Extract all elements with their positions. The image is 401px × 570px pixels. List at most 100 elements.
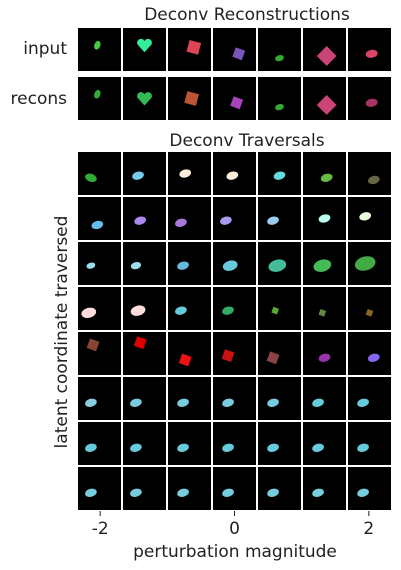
- shape: [130, 398, 142, 407]
- shape: [94, 40, 101, 50]
- image-tile: [168, 422, 211, 465]
- image-tile: [303, 332, 346, 375]
- image-tile: [348, 377, 391, 420]
- shape: [359, 212, 372, 221]
- image-tile: [213, 287, 256, 330]
- shape: [81, 307, 97, 319]
- shape: [318, 308, 327, 317]
- image-tile: [258, 77, 301, 120]
- image-tile: [213, 197, 256, 240]
- shape: [85, 398, 97, 407]
- image-tile: [78, 287, 121, 330]
- shape: [357, 398, 369, 407]
- image-tile: [303, 152, 346, 195]
- shape: [184, 91, 199, 106]
- image-tile: [303, 467, 346, 510]
- shape: [318, 214, 331, 223]
- image-tile: [348, 77, 391, 120]
- shape: [137, 92, 152, 106]
- image-tile: [258, 197, 301, 240]
- shape: [273, 171, 286, 180]
- image-tile: [78, 422, 121, 465]
- image-tile: [348, 152, 391, 195]
- image-tile: [123, 422, 166, 465]
- shape: [86, 338, 100, 352]
- top-title: Deconv Reconstructions: [144, 5, 350, 25]
- image-tile: [258, 377, 301, 420]
- image-tile: [258, 28, 301, 71]
- shape: [266, 351, 280, 365]
- shape: [316, 46, 337, 66]
- shape: [367, 175, 380, 185]
- shape: [179, 169, 192, 178]
- image-tile: [78, 152, 121, 195]
- shape: [130, 305, 146, 316]
- image-tile: [258, 332, 301, 375]
- shape: [186, 40, 202, 55]
- image-tile: [78, 197, 121, 240]
- image-tile: [348, 422, 391, 465]
- x-tick-label: 0: [229, 519, 240, 539]
- image-tile: [258, 467, 301, 510]
- image-tile: [78, 242, 121, 285]
- shape: [130, 262, 142, 270]
- image-tile: [348, 287, 391, 330]
- shape: [178, 353, 192, 367]
- shape: [130, 488, 142, 497]
- image-tile: [78, 467, 121, 510]
- shape: [134, 216, 147, 225]
- shape: [230, 96, 244, 110]
- image-tile: [123, 242, 166, 285]
- image-tile: [303, 377, 346, 420]
- shape: [357, 488, 369, 497]
- image-tile: [78, 332, 121, 375]
- shape: [312, 398, 324, 407]
- row-label: recons: [11, 89, 68, 109]
- shape: [177, 488, 189, 497]
- row-label: input: [23, 39, 67, 59]
- shape: [275, 103, 284, 111]
- image-tile: [78, 28, 121, 71]
- image-tile: [168, 197, 211, 240]
- image-tile: [303, 287, 346, 330]
- shape: [133, 336, 147, 350]
- shape: [318, 353, 331, 362]
- shape: [357, 443, 369, 452]
- image-tile: [123, 152, 166, 195]
- image-tile: [303, 422, 346, 465]
- shape: [226, 171, 239, 180]
- image-tile: [168, 467, 211, 510]
- y-axis-label: latent coordinate traversed: [52, 216, 72, 449]
- shape: [267, 443, 279, 452]
- image-tile: [123, 467, 166, 510]
- image-tile: [213, 28, 256, 71]
- image-tile: [123, 377, 166, 420]
- shape: [222, 488, 234, 497]
- x-axis-label: perturbation magnitude: [133, 542, 337, 562]
- shape: [267, 488, 279, 497]
- image-tile: [168, 332, 211, 375]
- shape: [365, 308, 374, 317]
- shape: [222, 398, 234, 407]
- shape: [222, 260, 238, 271]
- shape: [85, 443, 97, 452]
- shape: [316, 95, 337, 115]
- shape: [271, 306, 280, 315]
- image-tile: [78, 77, 121, 120]
- image-tile: [123, 332, 166, 375]
- image-tile: [168, 377, 211, 420]
- shape: [267, 398, 279, 407]
- shape: [232, 47, 246, 61]
- image-tile: [168, 287, 211, 330]
- shape: [177, 443, 189, 452]
- shape: [177, 261, 189, 270]
- x-tick-label: 2: [363, 519, 374, 539]
- shape: [175, 218, 187, 227]
- shape: [86, 262, 96, 269]
- shape: [85, 173, 97, 183]
- shape: [177, 398, 189, 407]
- shape: [320, 173, 333, 182]
- image-tile: [348, 28, 391, 71]
- shape: [222, 443, 234, 452]
